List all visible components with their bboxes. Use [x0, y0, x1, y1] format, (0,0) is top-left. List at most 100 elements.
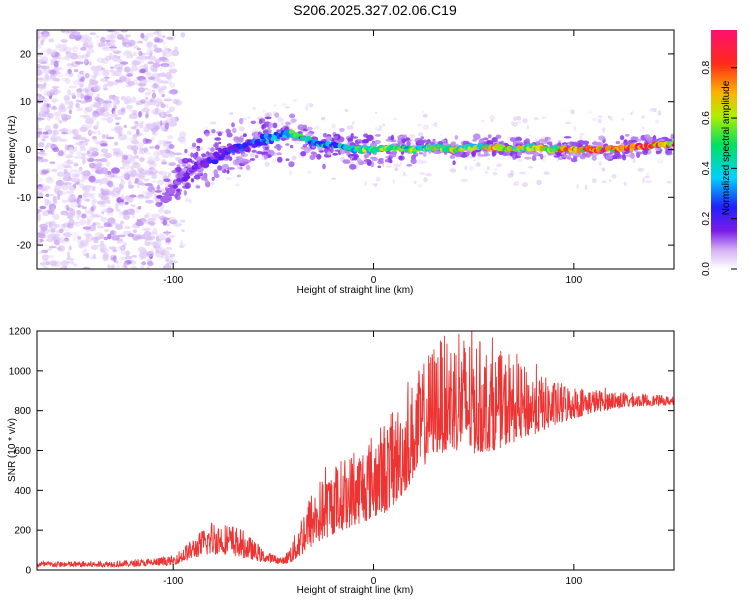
noise-speckle [72, 263, 78, 267]
noise-speckle [118, 245, 126, 249]
noise-speckle [158, 56, 168, 61]
noise-speckle [37, 213, 41, 217]
signal-halo [347, 137, 354, 143]
noise-speckle [90, 79, 99, 86]
noise-speckle [89, 193, 95, 200]
noise-speckle [68, 109, 72, 115]
noise-speckle [643, 175, 651, 179]
noise-speckle [47, 48, 52, 55]
noise-speckle [37, 83, 40, 88]
signal-halo [339, 127, 345, 133]
noise-speckle [623, 181, 627, 186]
noise-speckle [151, 92, 157, 99]
noise-speckle [91, 244, 99, 250]
noise-speckle [58, 57, 66, 61]
noise-speckle [115, 208, 121, 212]
noise-speckle [142, 128, 151, 133]
noise-speckle [141, 56, 148, 61]
noise-speckle [100, 148, 109, 153]
noise-speckle [570, 109, 575, 115]
noise-speckle [75, 204, 85, 208]
noise-speckle [579, 136, 583, 141]
noise-speckle [344, 108, 349, 113]
noise-speckle [169, 82, 175, 89]
noise-speckle [37, 127, 43, 131]
noise-speckle [229, 112, 234, 115]
noise-speckle [42, 210, 49, 217]
signal-halo [272, 122, 278, 129]
signal-halo [174, 194, 178, 199]
signal-halo [363, 159, 372, 162]
signal-halo [377, 160, 384, 165]
noise-speckle [666, 180, 672, 184]
noise-speckle [403, 171, 406, 176]
noise-speckle [155, 30, 159, 34]
noise-speckle [48, 245, 57, 249]
signal-halo [615, 140, 620, 145]
signal-halo [482, 137, 489, 141]
signal-halo [274, 112, 280, 118]
signal-trace-point [211, 159, 219, 165]
noise-speckle [61, 131, 69, 135]
noise-speckle [473, 159, 476, 162]
noise-speckle [37, 238, 41, 245]
noise-speckle [147, 261, 154, 267]
noise-speckle [162, 72, 166, 78]
noise-speckle [151, 137, 155, 141]
noise-speckle [92, 253, 97, 260]
noise-speckle [124, 255, 133, 260]
noise-speckle [61, 127, 69, 133]
noise-speckle [79, 219, 87, 226]
noise-speckle [256, 121, 260, 125]
noise-speckle [102, 45, 109, 50]
noise-speckle [129, 194, 137, 198]
noise-speckle [378, 125, 383, 129]
noise-speckle [61, 77, 68, 82]
noise-speckle [99, 111, 105, 116]
signal-halo [515, 142, 523, 145]
noise-speckle [152, 227, 158, 234]
noise-speckle [127, 179, 132, 187]
signal-halo [406, 163, 413, 167]
noise-speckle [75, 103, 80, 108]
noise-speckle [132, 162, 141, 169]
noise-speckle [113, 194, 119, 197]
signal-halo [217, 132, 222, 137]
noise-speckle [139, 254, 144, 261]
noise-speckle [64, 144, 68, 151]
noise-speckle [168, 219, 178, 225]
noise-speckle [118, 210, 123, 217]
noise-speckle [507, 173, 514, 178]
snr-ylabel: SNR (10 * v/v) [7, 418, 18, 482]
noise-speckle [109, 184, 115, 189]
noise-speckle [579, 132, 586, 136]
noise-speckle [146, 266, 150, 269]
noise-speckle [153, 193, 158, 197]
noise-speckle [420, 160, 428, 164]
signal-halo [322, 132, 328, 138]
noise-speckle [68, 72, 74, 78]
noise-speckle [163, 99, 173, 102]
noise-speckle [115, 122, 120, 125]
noise-speckle [55, 45, 64, 50]
noise-speckle [98, 178, 107, 184]
noise-speckle [123, 209, 129, 215]
noise-speckle [90, 65, 96, 71]
noise-speckle [44, 144, 49, 150]
noise-speckle [51, 168, 58, 173]
noise-speckle [89, 32, 97, 36]
noise-speckle [52, 50, 56, 57]
signal-halo [386, 151, 392, 155]
noise-speckle [138, 40, 143, 44]
noise-speckle [57, 191, 67, 195]
noise-speckle [39, 205, 47, 210]
y-tick-label: 400 [14, 486, 31, 497]
noise-speckle [82, 34, 90, 40]
noise-speckle [52, 56, 62, 60]
noise-speckle [147, 221, 156, 226]
noise-speckle [37, 134, 41, 138]
noise-speckle [144, 183, 153, 187]
noise-speckle [131, 212, 136, 219]
y-tick-label: 10 [20, 97, 32, 108]
